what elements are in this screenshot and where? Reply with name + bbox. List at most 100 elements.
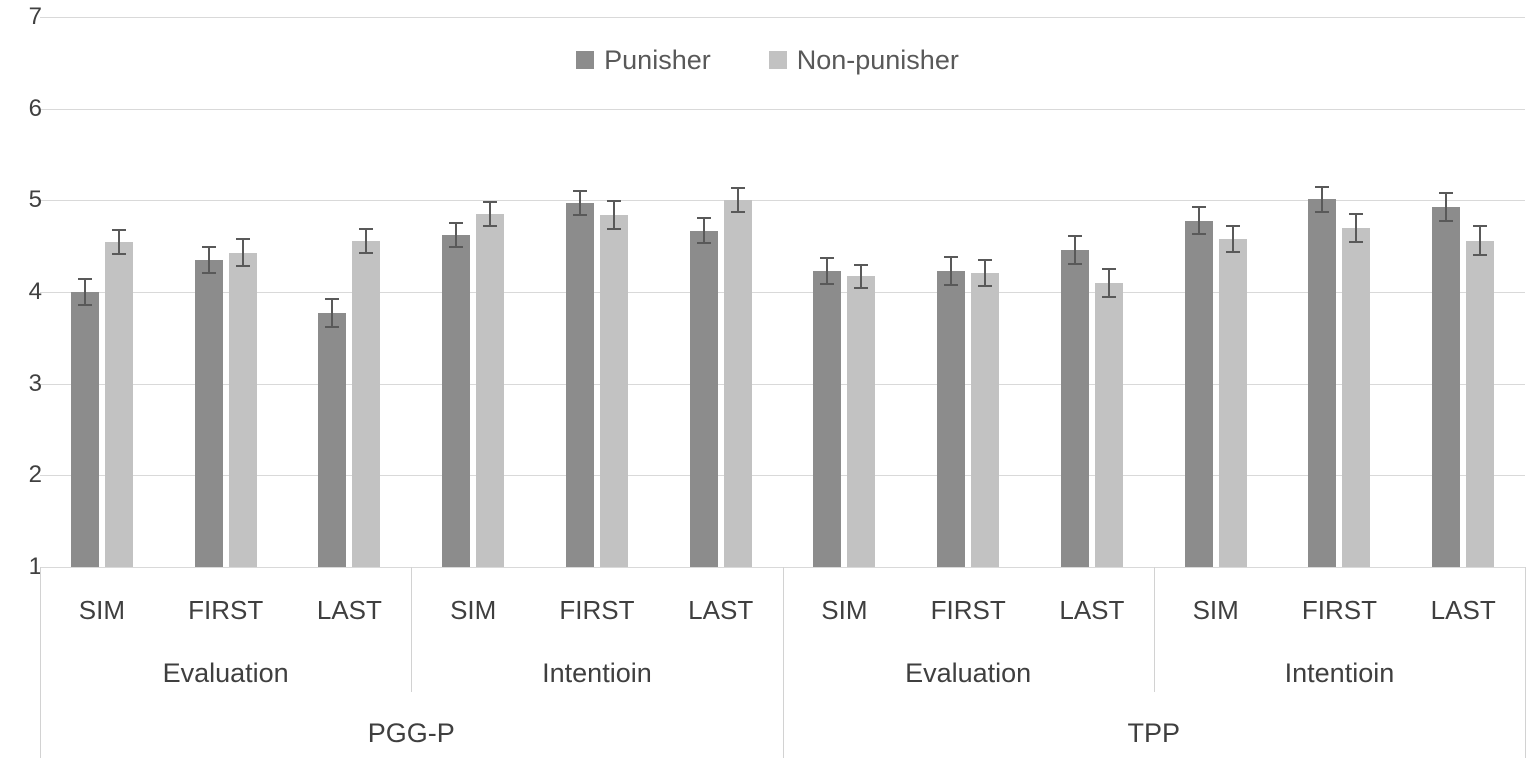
error-cap-bottom-punisher-PGG-P-Evaluation-LAST [325,325,340,328]
error-cap-bottom-punisher-TPP-Intentioin-LAST [1439,219,1454,222]
x-label-condition-2: FIRST [188,595,264,625]
error-bar-non-punisher-TPP-Intentioin-LAST [1479,226,1482,256]
x-label-measure-3: Evaluation [905,658,1032,688]
error-cap-top-punisher-PGG-P-Evaluation-SIM [77,278,92,281]
x-axis-divider-1 [40,567,41,758]
error-cap-top-punisher-TPP-Intentioin-FIRST [1315,185,1330,188]
bar-punisher-PGG-P-Evaluation-SIM [70,292,99,567]
error-bar-punisher-PGG-P-Intentioin-LAST [702,217,705,244]
error-bar-punisher-TPP-Intentioin-FIRST [1321,186,1324,213]
bar-punisher-PGG-P-Evaluation-FIRST [194,259,223,567]
punisher-swatch-icon [576,51,595,69]
bar-non-punisher-TPP-Intentioin-FIRST [1342,227,1371,567]
y-tick-label-1: 1 [28,553,42,580]
error-cap-top-punisher-PGG-P-Evaluation-FIRST [201,246,216,249]
bar-non-punisher-PGG-P-Intentioin-FIRST [599,215,628,567]
bar-non-punisher-PGG-P-Intentioin-SIM [476,214,505,567]
x-label-condition-5: FIRST [559,595,635,625]
bar-punisher-TPP-Evaluation-SIM [813,270,842,567]
error-cap-bottom-non-punisher-PGG-P-Intentioin-LAST [730,211,745,214]
error-cap-top-non-punisher-PGG-P-Evaluation-LAST [359,227,374,230]
error-bar-punisher-TPP-Evaluation-LAST [1073,236,1076,264]
bar-punisher-TPP-Intentioin-FIRST [1308,199,1337,567]
bar-non-punisher-PGG-P-Evaluation-SIM [104,241,133,567]
error-cap-top-non-punisher-PGG-P-Intentioin-SIM [483,201,498,204]
gridline-5 [40,200,1525,202]
error-cap-top-punisher-PGG-P-Intentioin-LAST [696,216,711,219]
x-axis-divider-4 [1153,567,1155,692]
bar-punisher-PGG-P-Intentioin-SIM [442,235,471,567]
error-cap-bottom-punisher-PGG-P-Intentioin-LAST [696,242,711,245]
error-bar-non-punisher-TPP-Evaluation-LAST [1107,269,1110,297]
error-cap-bottom-non-punisher-PGG-P-Intentioin-SIM [483,225,498,227]
error-cap-bottom-punisher-TPP-Evaluation-FIRST [944,283,959,286]
legend-item-non-punisher: Non-punisher [768,45,959,76]
error-cap-top-punisher-TPP-Intentioin-SIM [1191,205,1206,208]
bar-non-punisher-PGG-P-Evaluation-FIRST [228,252,257,567]
x-label-measure-4: Intentioin [1284,658,1395,688]
gridline-7 [40,17,1525,18]
error-cap-bottom-non-punisher-TPP-Evaluation-SIM [854,287,869,290]
error-cap-top-punisher-TPP-Evaluation-FIRST [944,256,959,259]
bar-punisher-TPP-Evaluation-FIRST [937,270,966,567]
error-cap-top-non-punisher-TPP-Evaluation-LAST [1101,268,1116,271]
bar-non-punisher-TPP-Intentioin-SIM [1218,238,1247,567]
gridline-4 [40,292,1525,293]
x-axis-divider-2 [411,567,413,692]
error-bar-punisher-PGG-P-Evaluation-SIM [83,279,86,305]
error-cap-bottom-non-punisher-PGG-P-Intentioin-FIRST [606,227,621,230]
error-cap-bottom-punisher-PGG-P-Evaluation-SIM [77,303,92,306]
x-label-measure-1: Evaluation [162,658,289,688]
error-bar-punisher-PGG-P-Intentioin-SIM [455,223,458,248]
error-bar-non-punisher-PGG-P-Intentioin-FIRST [612,201,615,229]
error-bar-punisher-TPP-Evaluation-FIRST [950,257,953,285]
error-bar-punisher-PGG-P-Evaluation-LAST [331,299,334,327]
error-cap-top-punisher-TPP-Evaluation-LAST [1067,235,1082,238]
chart-legend: Punisher Non-punisher [0,38,1535,82]
bar-punisher-TPP-Intentioin-SIM [1184,220,1213,567]
x-label-condition-12: LAST [1430,595,1496,625]
x-label-measure-2: Intentioin [542,658,652,688]
error-bar-non-punisher-PGG-P-Evaluation-LAST [365,228,368,253]
error-bar-non-punisher-PGG-P-Evaluation-SIM [117,229,120,254]
bar-non-punisher-TPP-Evaluation-FIRST [971,272,1000,568]
error-bar-punisher-PGG-P-Evaluation-FIRST [207,247,210,273]
error-cap-top-non-punisher-TPP-Intentioin-FIRST [1349,213,1364,216]
gridline-3 [40,383,1525,385]
x-label-condition-10: SIM [1192,595,1239,625]
legend-label-punisher: Punisher [604,44,711,75]
y-tick-label-2: 2 [28,461,42,489]
error-cap-bottom-non-punisher-TPP-Intentioin-FIRST [1349,240,1364,243]
error-cap-top-non-punisher-PGG-P-Intentioin-LAST [730,187,745,190]
error-cap-bottom-non-punisher-TPP-Evaluation-FIRST [978,284,993,287]
error-cap-bottom-non-punisher-TPP-Evaluation-LAST [1101,295,1116,298]
bar-non-punisher-PGG-P-Evaluation-LAST [352,240,381,567]
error-cap-bottom-non-punisher-TPP-Intentioin-LAST [1473,254,1488,257]
error-cap-top-non-punisher-TPP-Intentioin-LAST [1473,225,1488,227]
error-bar-punisher-PGG-P-Intentioin-FIRST [578,191,581,215]
gridline-2 [40,475,1525,477]
error-cap-bottom-punisher-PGG-P-Intentioin-SIM [449,246,464,249]
error-cap-top-punisher-PGG-P-Intentioin-SIM [449,222,464,225]
error-cap-bottom-punisher-TPP-Evaluation-SIM [820,282,835,285]
error-cap-top-punisher-TPP-Intentioin-LAST [1439,192,1454,194]
y-tick-label-3: 3 [28,369,42,397]
error-cap-bottom-non-punisher-PGG-P-Evaluation-FIRST [235,265,250,268]
error-bar-non-punisher-PGG-P-Evaluation-FIRST [241,238,244,267]
error-cap-top-non-punisher-TPP-Evaluation-FIRST [978,258,993,261]
error-bar-punisher-TPP-Intentioin-SIM [1197,206,1200,235]
bar-punisher-PGG-P-Intentioin-LAST [689,230,718,567]
error-cap-bottom-non-punisher-PGG-P-Evaluation-SIM [111,252,126,255]
bar-non-punisher-TPP-Evaluation-LAST [1094,282,1123,567]
error-cap-bottom-punisher-TPP-Intentioin-FIRST [1315,211,1330,214]
error-cap-top-non-punisher-PGG-P-Evaluation-FIRST [235,237,250,240]
x-label-condition-7: SIM [821,595,868,625]
error-cap-bottom-non-punisher-PGG-P-Evaluation-LAST [359,251,374,254]
bar-punisher-TPP-Intentioin-LAST [1432,206,1461,568]
bar-non-punisher-TPP-Evaluation-SIM [847,276,876,567]
bar-punisher-PGG-P-Intentioin-FIRST [565,203,594,567]
x-label-condition-3: LAST [316,595,382,625]
x-label-game-2: TPP [1127,718,1180,748]
x-label-condition-8: FIRST [930,595,1006,625]
x-label-condition-11: FIRST [1301,595,1377,625]
